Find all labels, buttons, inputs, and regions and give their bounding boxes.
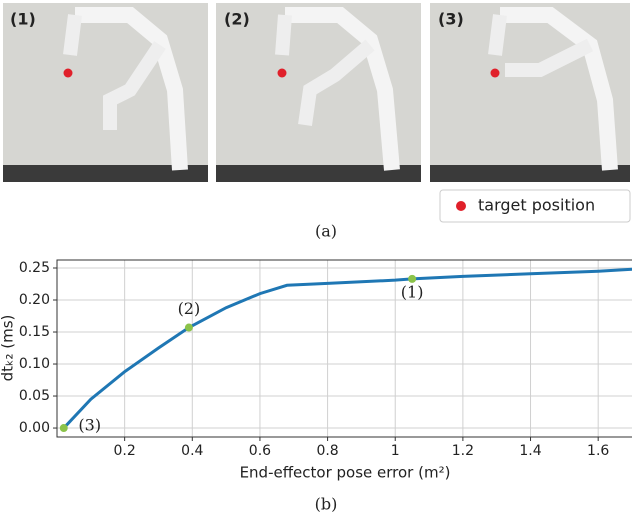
- panel-label: (2): [224, 10, 250, 29]
- y-tick-label: 0.15: [19, 324, 50, 340]
- x-tick-label: 1: [391, 443, 400, 459]
- x-tick-label: 0.2: [114, 443, 136, 459]
- photo-3: [430, 3, 630, 182]
- photo-1: [3, 3, 208, 182]
- x-tick-label: 1.4: [519, 443, 541, 459]
- legend-label: target position: [478, 196, 595, 215]
- caption: (b): [315, 495, 338, 514]
- line: [62, 267, 632, 430]
- y-tick-label: 0.10: [19, 356, 50, 372]
- y-tick-label: 0.20: [19, 292, 50, 308]
- y-tick-label: 0.25: [19, 260, 50, 276]
- caption: (a): [315, 222, 337, 241]
- highlight-point: [408, 274, 417, 283]
- x-tick-label: 1.2: [452, 443, 474, 459]
- y-tick-label: 0.00: [19, 420, 50, 436]
- panel-label: (1): [10, 10, 36, 29]
- highlight-point: [184, 323, 193, 332]
- point-label: (2): [178, 299, 201, 318]
- x-tick-label: 0.6: [249, 443, 271, 459]
- y-tick-label: 0.05: [19, 388, 50, 404]
- highlight-point: [59, 424, 68, 433]
- point-label: (3): [78, 416, 101, 435]
- x-tick-label: 0.4: [181, 443, 203, 459]
- y-axis-label: dtₖ₂ (ms): [0, 315, 17, 382]
- legend-box: [439, 189, 631, 223]
- point-label: (1): [401, 282, 424, 301]
- x-tick-label: 1.6: [587, 443, 609, 459]
- legend-marker: [456, 201, 466, 211]
- photo-2: [216, 3, 421, 182]
- x-tick-label: 0.8: [316, 443, 338, 459]
- axes-frame: [56, 259, 632, 438]
- x-axis-label: End-effector pose error (m²): [240, 464, 451, 482]
- panel-label: (3): [438, 10, 464, 29]
